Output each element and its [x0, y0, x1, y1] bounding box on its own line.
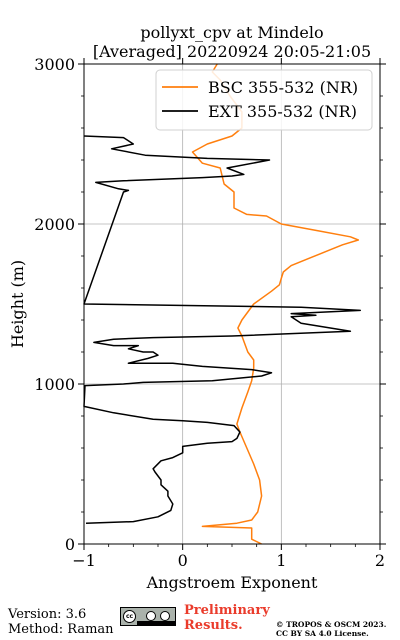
version-label: Version: 3.6 — [8, 607, 87, 622]
x-tick-label-1: 0 — [178, 551, 188, 570]
y-tick-label-0: 0 — [65, 535, 75, 554]
x-tick-label-2: 1 — [276, 551, 286, 570]
y-axis-label: Height (m) — [8, 260, 27, 348]
y-tick-label-3: 3000 — [34, 55, 75, 74]
preliminary-notice: Preliminary Results. — [184, 603, 270, 633]
chart-title: pollyxt_cpv at Mindelo — [140, 23, 323, 42]
series-line-bsc — [191, 63, 360, 545]
cc-sa-icon — [160, 611, 170, 621]
legend-label-bsc: BSC 355-532 (NR) — [208, 78, 358, 97]
copyright-line-1: © TROPOS & OSCM 2023. — [276, 620, 387, 629]
x-tick-label-3: 2 — [375, 551, 385, 570]
legend: BSC 355-532 (NR) EXT 355-532 (NR) — [155, 69, 373, 131]
preliminary-line-2: Results. — [184, 618, 243, 633]
x-axis-label: Angstroem Exponent — [146, 573, 318, 592]
y-tick-label-2: 2000 — [34, 215, 75, 234]
cc-license-badge: cc — [120, 607, 176, 626]
copyright-notice: © TROPOS & OSCM 2023. CC BY SA 4.0 Licen… — [276, 620, 386, 638]
x-tick-label-0: −1 — [72, 551, 96, 570]
series-line-ext — [83, 135, 362, 524]
legend-label-ext: EXT 355-532 (NR) — [208, 102, 357, 121]
cc-logo-icon: cc — [123, 610, 136, 623]
y-tick-label-1: 1000 — [34, 375, 75, 394]
preliminary-line-1: Preliminary — [184, 603, 270, 618]
legend-box — [155, 69, 373, 131]
plot-series — [83, 63, 362, 545]
copyright-line-2: CC BY SA 4.0 License. — [276, 629, 369, 638]
cc-badge-strip — [137, 621, 175, 625]
cc-by-icon — [146, 611, 156, 621]
chart-subtitle: [Averaged] 20220924 20:05-21:05 — [93, 42, 371, 61]
method-label: Method: Raman — [8, 622, 114, 637]
